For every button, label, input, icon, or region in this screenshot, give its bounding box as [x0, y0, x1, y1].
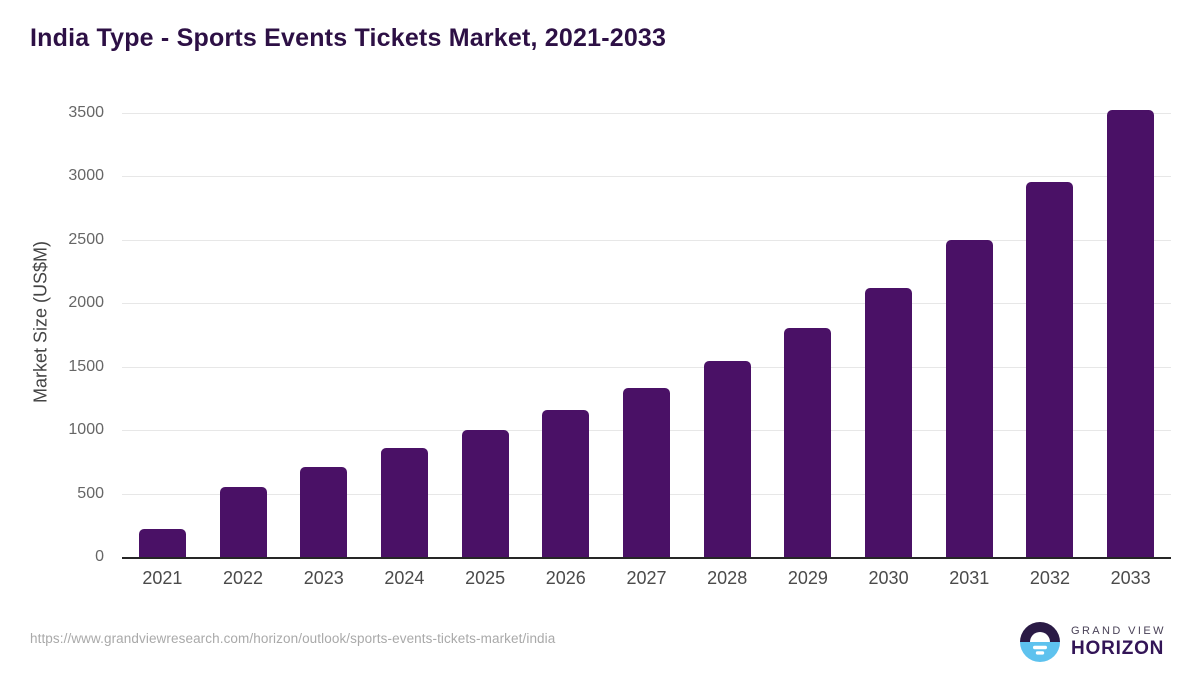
bar-2031	[945, 239, 993, 557]
y-tick-label-3000: 3000	[68, 167, 104, 185]
chart-title: India Type - Sports Events Tickets Marke…	[30, 24, 667, 52]
bar-2032	[1026, 181, 1074, 557]
source-url: https://www.grandviewresearch.com/horizo…	[30, 631, 556, 646]
bar-2023	[300, 466, 348, 557]
bar-2022	[219, 487, 267, 557]
x-tick-label-2029: 2029	[787, 568, 828, 588]
y-tick-label-500: 500	[77, 484, 104, 502]
gridline-1500	[122, 366, 1171, 368]
x-tick-label-2030: 2030	[868, 568, 909, 588]
gridline-2500	[122, 239, 1171, 241]
horizon-sun-logo-icon	[1018, 620, 1062, 664]
y-tick-label-2000: 2000	[68, 294, 104, 312]
x-tick-label-2023: 2023	[303, 568, 344, 588]
gridline-2000	[122, 303, 1171, 305]
y-tick-label-1500: 1500	[68, 357, 104, 375]
y-tick-label-2500: 2500	[68, 230, 104, 248]
y-axis-ticks: 0 500 1000 1500 2000 2500 3000 3500	[34, 0, 104, 675]
gridline-3500	[122, 113, 1171, 114]
x-tick-label-2027: 2027	[626, 568, 667, 588]
plot-area	[122, 110, 1171, 559]
x-tick-label-2021: 2021	[142, 568, 183, 588]
brand-logo-text: GRAND VIEW HORIZON	[1071, 625, 1166, 660]
x-tick-label-2031: 2031	[949, 568, 990, 588]
x-tick-label-2033: 2033	[1110, 568, 1151, 588]
x-tick-label-2028: 2028	[707, 568, 748, 588]
brand-name-grand-view: GRAND VIEW	[1071, 624, 1166, 637]
gridline-3000	[122, 176, 1171, 178]
bar-2025	[461, 430, 509, 557]
y-tick-label-3500: 3500	[68, 104, 104, 121]
bar-2029	[784, 328, 832, 557]
x-tick-label-2024: 2024	[384, 568, 425, 588]
bar-2021	[138, 529, 186, 557]
bar-2027	[623, 387, 670, 557]
bar-2026	[542, 410, 590, 557]
bar-2024	[380, 447, 428, 557]
y-tick-label-0: 0	[95, 548, 104, 565]
bar-2033	[1107, 110, 1155, 557]
x-tick-label-2022: 2022	[223, 568, 264, 588]
y-tick-label-1000: 1000	[68, 421, 104, 439]
x-tick-label-2026: 2026	[545, 568, 586, 588]
x-tick-label-2025: 2025	[465, 568, 506, 588]
x-tick-label-2032: 2032	[1029, 568, 1070, 588]
bar-2028	[703, 361, 751, 557]
brand-name-horizon: HORIZON	[1071, 637, 1165, 659]
bar-2030	[865, 288, 913, 557]
brand-logo: GRAND VIEW HORIZON	[1018, 620, 1166, 664]
